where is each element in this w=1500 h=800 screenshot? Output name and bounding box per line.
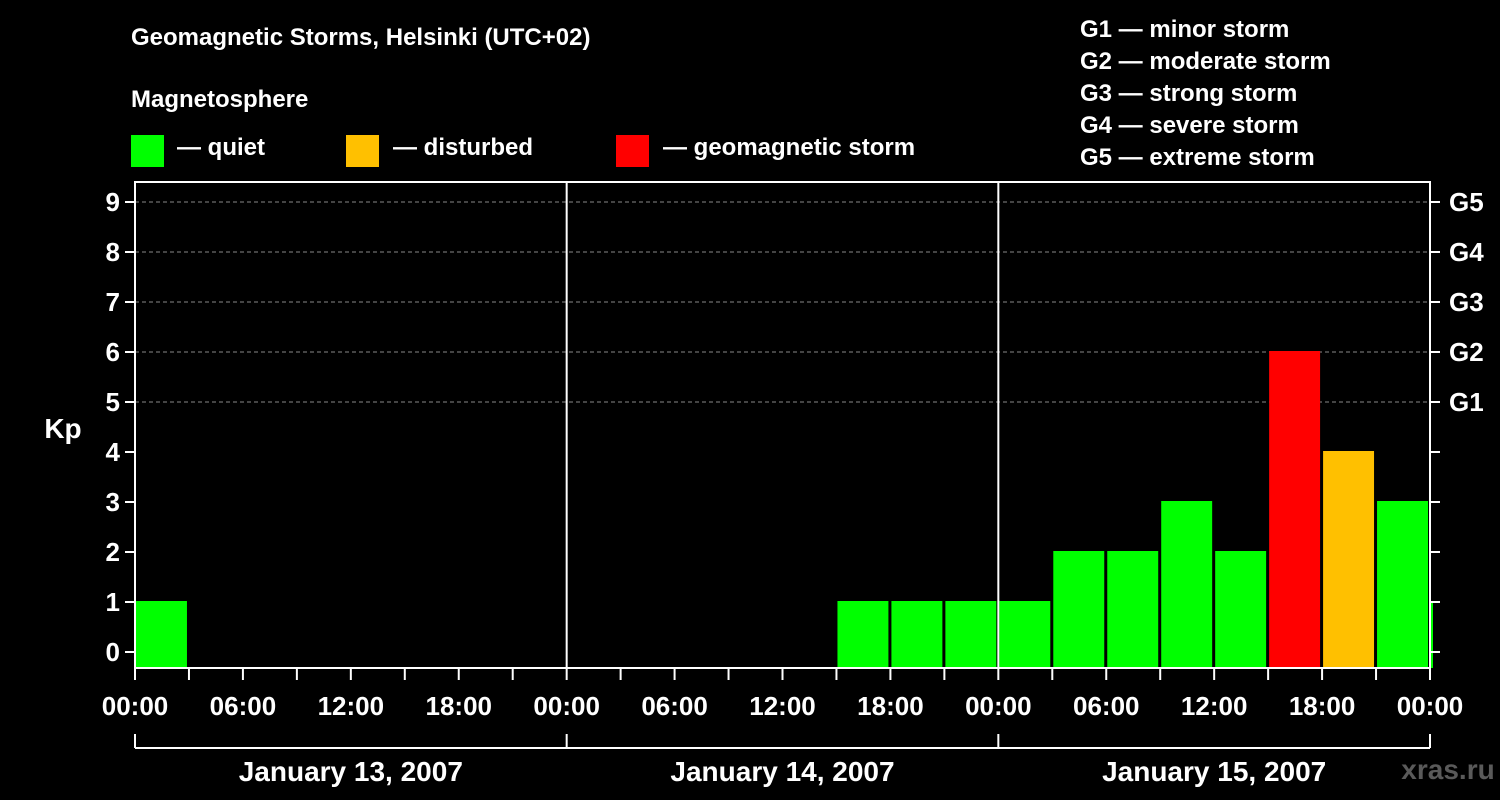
x-tick-label: 00:00 <box>102 691 169 721</box>
kp-bar <box>136 601 187 668</box>
kp-bar <box>999 601 1051 668</box>
x-tick-label: 12:00 <box>318 691 385 721</box>
storm-scale-g4: G4 — severe storm <box>1080 112 1299 139</box>
kp-bar <box>1269 351 1321 668</box>
x-tick-label: 12:00 <box>749 691 816 721</box>
storm-scale-g3: G3 — strong storm <box>1080 80 1298 107</box>
x-tick-label: 00:00 <box>533 691 600 721</box>
storm-scale-legend: G1 — minor storm G2 — moderate storm G3 … <box>1080 14 1331 174</box>
y-tick-label: 6 <box>106 337 120 367</box>
x-tick-label: 12:00 <box>1181 691 1248 721</box>
x-tick-label: 18:00 <box>426 691 493 721</box>
x-tick-label: 00:00 <box>965 691 1032 721</box>
storm-scale-g2: G2 — moderate storm <box>1080 48 1331 75</box>
chart-title: Geomagnetic Storms, Helsinki (UTC+02) <box>131 24 591 51</box>
day-label: January 13, 2007 <box>239 756 463 787</box>
x-tick-label: 18:00 <box>1289 691 1356 721</box>
kp-bar <box>1053 551 1105 668</box>
x-tick-label: 00:00 <box>1397 691 1464 721</box>
x-tick-label: 06:00 <box>210 691 277 721</box>
legend-swatch-quiet <box>131 135 164 167</box>
y-tick-label: 5 <box>106 387 120 417</box>
day-label: January 15, 2007 <box>1102 756 1326 787</box>
legend-label-disturbed: — disturbed <box>393 134 534 161</box>
kp-bar <box>1215 551 1267 668</box>
y-tick-label: 4 <box>106 437 121 467</box>
y-tick-label: 7 <box>106 287 120 317</box>
watermark: xras.ru <box>1401 754 1494 785</box>
y-tick-label: 9 <box>106 187 120 217</box>
y-tick-label: 8 <box>106 237 120 267</box>
y2-tick-label: G4 <box>1449 237 1484 267</box>
y-axis-label: Kp <box>44 413 81 444</box>
kp-bar <box>891 601 943 668</box>
kp-bar <box>1431 601 1433 668</box>
day-label: January 14, 2007 <box>670 756 894 787</box>
kp-bar <box>1107 551 1159 668</box>
x-tick-label: 06:00 <box>641 691 708 721</box>
legend-swatch-storm <box>616 135 649 167</box>
storm-scale-g1: G1 — minor storm <box>1080 16 1290 43</box>
legend-swatch-disturbed <box>346 135 379 167</box>
kp-bar <box>837 601 889 668</box>
y-tick-label: 1 <box>106 587 120 617</box>
x-tick-label: 06:00 <box>1073 691 1140 721</box>
y-tick-label: 2 <box>106 537 120 567</box>
legend-label-quiet: — quiet <box>177 134 265 161</box>
storm-scale-g5: G5 — extreme storm <box>1080 144 1315 171</box>
kp-bar <box>1323 451 1375 668</box>
legend-heading: Magnetosphere <box>131 86 309 113</box>
kp-bar <box>1377 501 1428 668</box>
kp-bar <box>945 601 997 668</box>
y2-tick-label: G2 <box>1449 337 1484 367</box>
y-tick-label: 3 <box>106 487 120 517</box>
kp-bar <box>1161 501 1213 668</box>
legend-label-storm: — geomagnetic storm <box>663 134 916 161</box>
x-tick-label: 18:00 <box>857 691 924 721</box>
y2-tick-label: G1 <box>1449 387 1484 417</box>
y-tick-label: 0 <box>106 637 120 667</box>
y2-tick-label: G3 <box>1449 287 1484 317</box>
y2-tick-label: G5 <box>1449 187 1484 217</box>
